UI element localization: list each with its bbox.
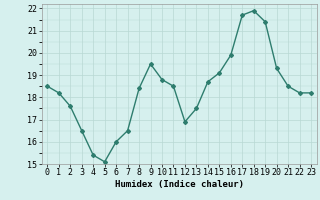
X-axis label: Humidex (Indice chaleur): Humidex (Indice chaleur) — [115, 180, 244, 189]
